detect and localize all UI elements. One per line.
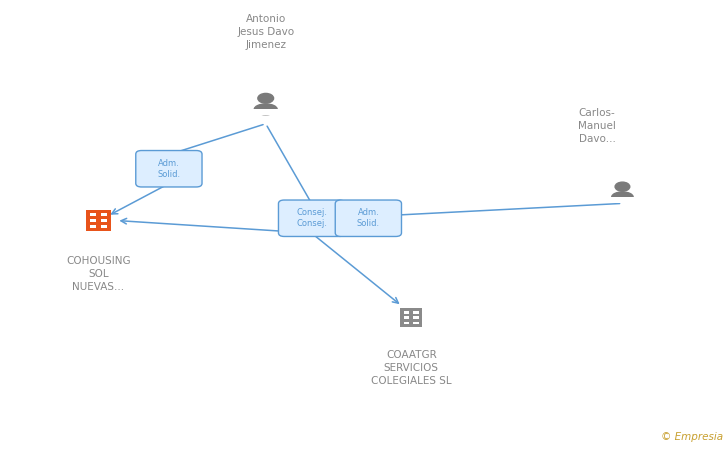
FancyBboxPatch shape [135, 151, 202, 187]
Bar [414, 311, 419, 314]
Text: © Еmpresia: © Еmpresia [661, 432, 723, 442]
Bar [90, 220, 96, 222]
Bar [244, 109, 288, 115]
Bar [404, 322, 409, 324]
Ellipse shape [254, 104, 277, 115]
Bar [90, 225, 96, 229]
Bar [100, 225, 107, 229]
FancyBboxPatch shape [336, 200, 402, 237]
Bar [100, 213, 107, 216]
Bar [414, 322, 419, 324]
Bar [86, 210, 111, 231]
Text: Antonio
Jesus Davo
Jimenez: Antonio Jesus Davo Jimenez [237, 14, 294, 50]
FancyBboxPatch shape [278, 200, 345, 237]
Text: Consej.
Consej.: Consej. Consej. [296, 208, 327, 229]
Text: Adm.
Solid.: Adm. Solid. [157, 158, 181, 179]
Circle shape [258, 94, 274, 103]
Bar [100, 220, 107, 222]
Bar [602, 197, 643, 202]
Bar [414, 316, 419, 319]
Ellipse shape [612, 192, 633, 202]
Text: Carlos-
Manuel
Davo...: Carlos- Manuel Davo... [578, 108, 616, 144]
Bar [400, 308, 422, 327]
Bar [404, 316, 409, 319]
Text: COAATGR
SERVICIOS
COLEGIALES SL: COAATGR SERVICIOS COLEGIALES SL [371, 350, 451, 386]
Text: COHOUSING
SOL
NUEVAS...: COHOUSING SOL NUEVAS... [66, 256, 130, 292]
Bar [90, 213, 96, 216]
Text: Adm.
Solid.: Adm. Solid. [357, 208, 380, 229]
Circle shape [615, 182, 630, 191]
Bar [404, 311, 409, 314]
